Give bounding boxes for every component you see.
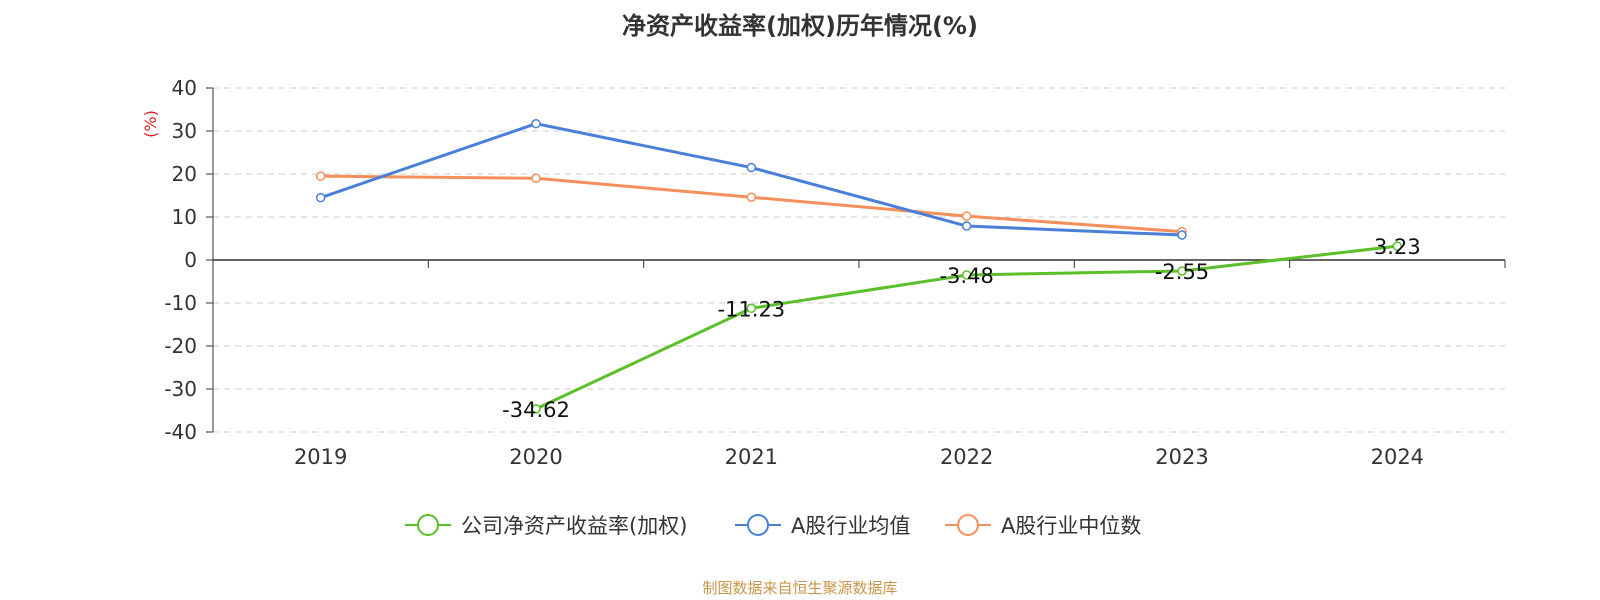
series-line <box>320 122 1183 237</box>
y-tick-label: 40 <box>172 76 197 100</box>
data-point <box>961 211 972 221</box>
data-point <box>961 270 972 280</box>
legend-marker <box>417 514 439 536</box>
data-label: -3.48 <box>939 264 993 288</box>
legend-label: A股行业中位数 <box>1001 514 1141 538</box>
y-tick-label: 30 <box>172 119 197 143</box>
data-label: -11.23 <box>717 297 785 321</box>
data-point <box>746 192 757 202</box>
y-tick-label: 10 <box>172 205 197 229</box>
data-label: 3.23 <box>1374 235 1421 259</box>
data-point <box>746 162 757 173</box>
y-tick-label: -40 <box>164 420 197 444</box>
y-tick-label: -20 <box>164 334 197 358</box>
data-label: -2.55 <box>1155 260 1209 284</box>
data-point <box>961 221 972 231</box>
data-point <box>315 192 326 203</box>
legend-marker <box>747 514 769 536</box>
data-point <box>1177 230 1187 240</box>
y-tick-label: 0 <box>184 248 197 272</box>
data-point <box>531 404 541 414</box>
x-tick-label: 2020 <box>509 445 562 469</box>
x-tick-label: 2023 <box>1155 445 1208 469</box>
legend-label: A股行业均值 <box>791 514 910 538</box>
x-tick-label: 2022 <box>940 445 993 469</box>
legend-label: 公司净资产收益率(加权) <box>461 514 687 538</box>
chart-title: 净资产收益率(加权)历年情况(%) <box>622 12 978 40</box>
data-point <box>746 303 757 314</box>
data-point <box>1177 266 1187 276</box>
legend-marker <box>957 514 979 536</box>
y-axis-label: (%) <box>141 110 160 138</box>
data-point <box>531 118 541 129</box>
series-line <box>320 174 1183 234</box>
x-tick-label: 2021 <box>725 445 778 469</box>
source-note: 制图数据来自恒生聚源数据库 <box>702 579 898 597</box>
data-label: -34.62 <box>502 398 570 422</box>
y-tick-label: -30 <box>164 377 197 401</box>
data-point <box>1392 241 1403 251</box>
y-tick-label: -10 <box>164 291 197 315</box>
data-point <box>315 171 326 181</box>
data-point <box>531 173 541 184</box>
y-tick-label: 20 <box>172 162 197 186</box>
x-tick-label: 2024 <box>1371 445 1424 469</box>
x-tick-label: 2019 <box>294 445 347 469</box>
